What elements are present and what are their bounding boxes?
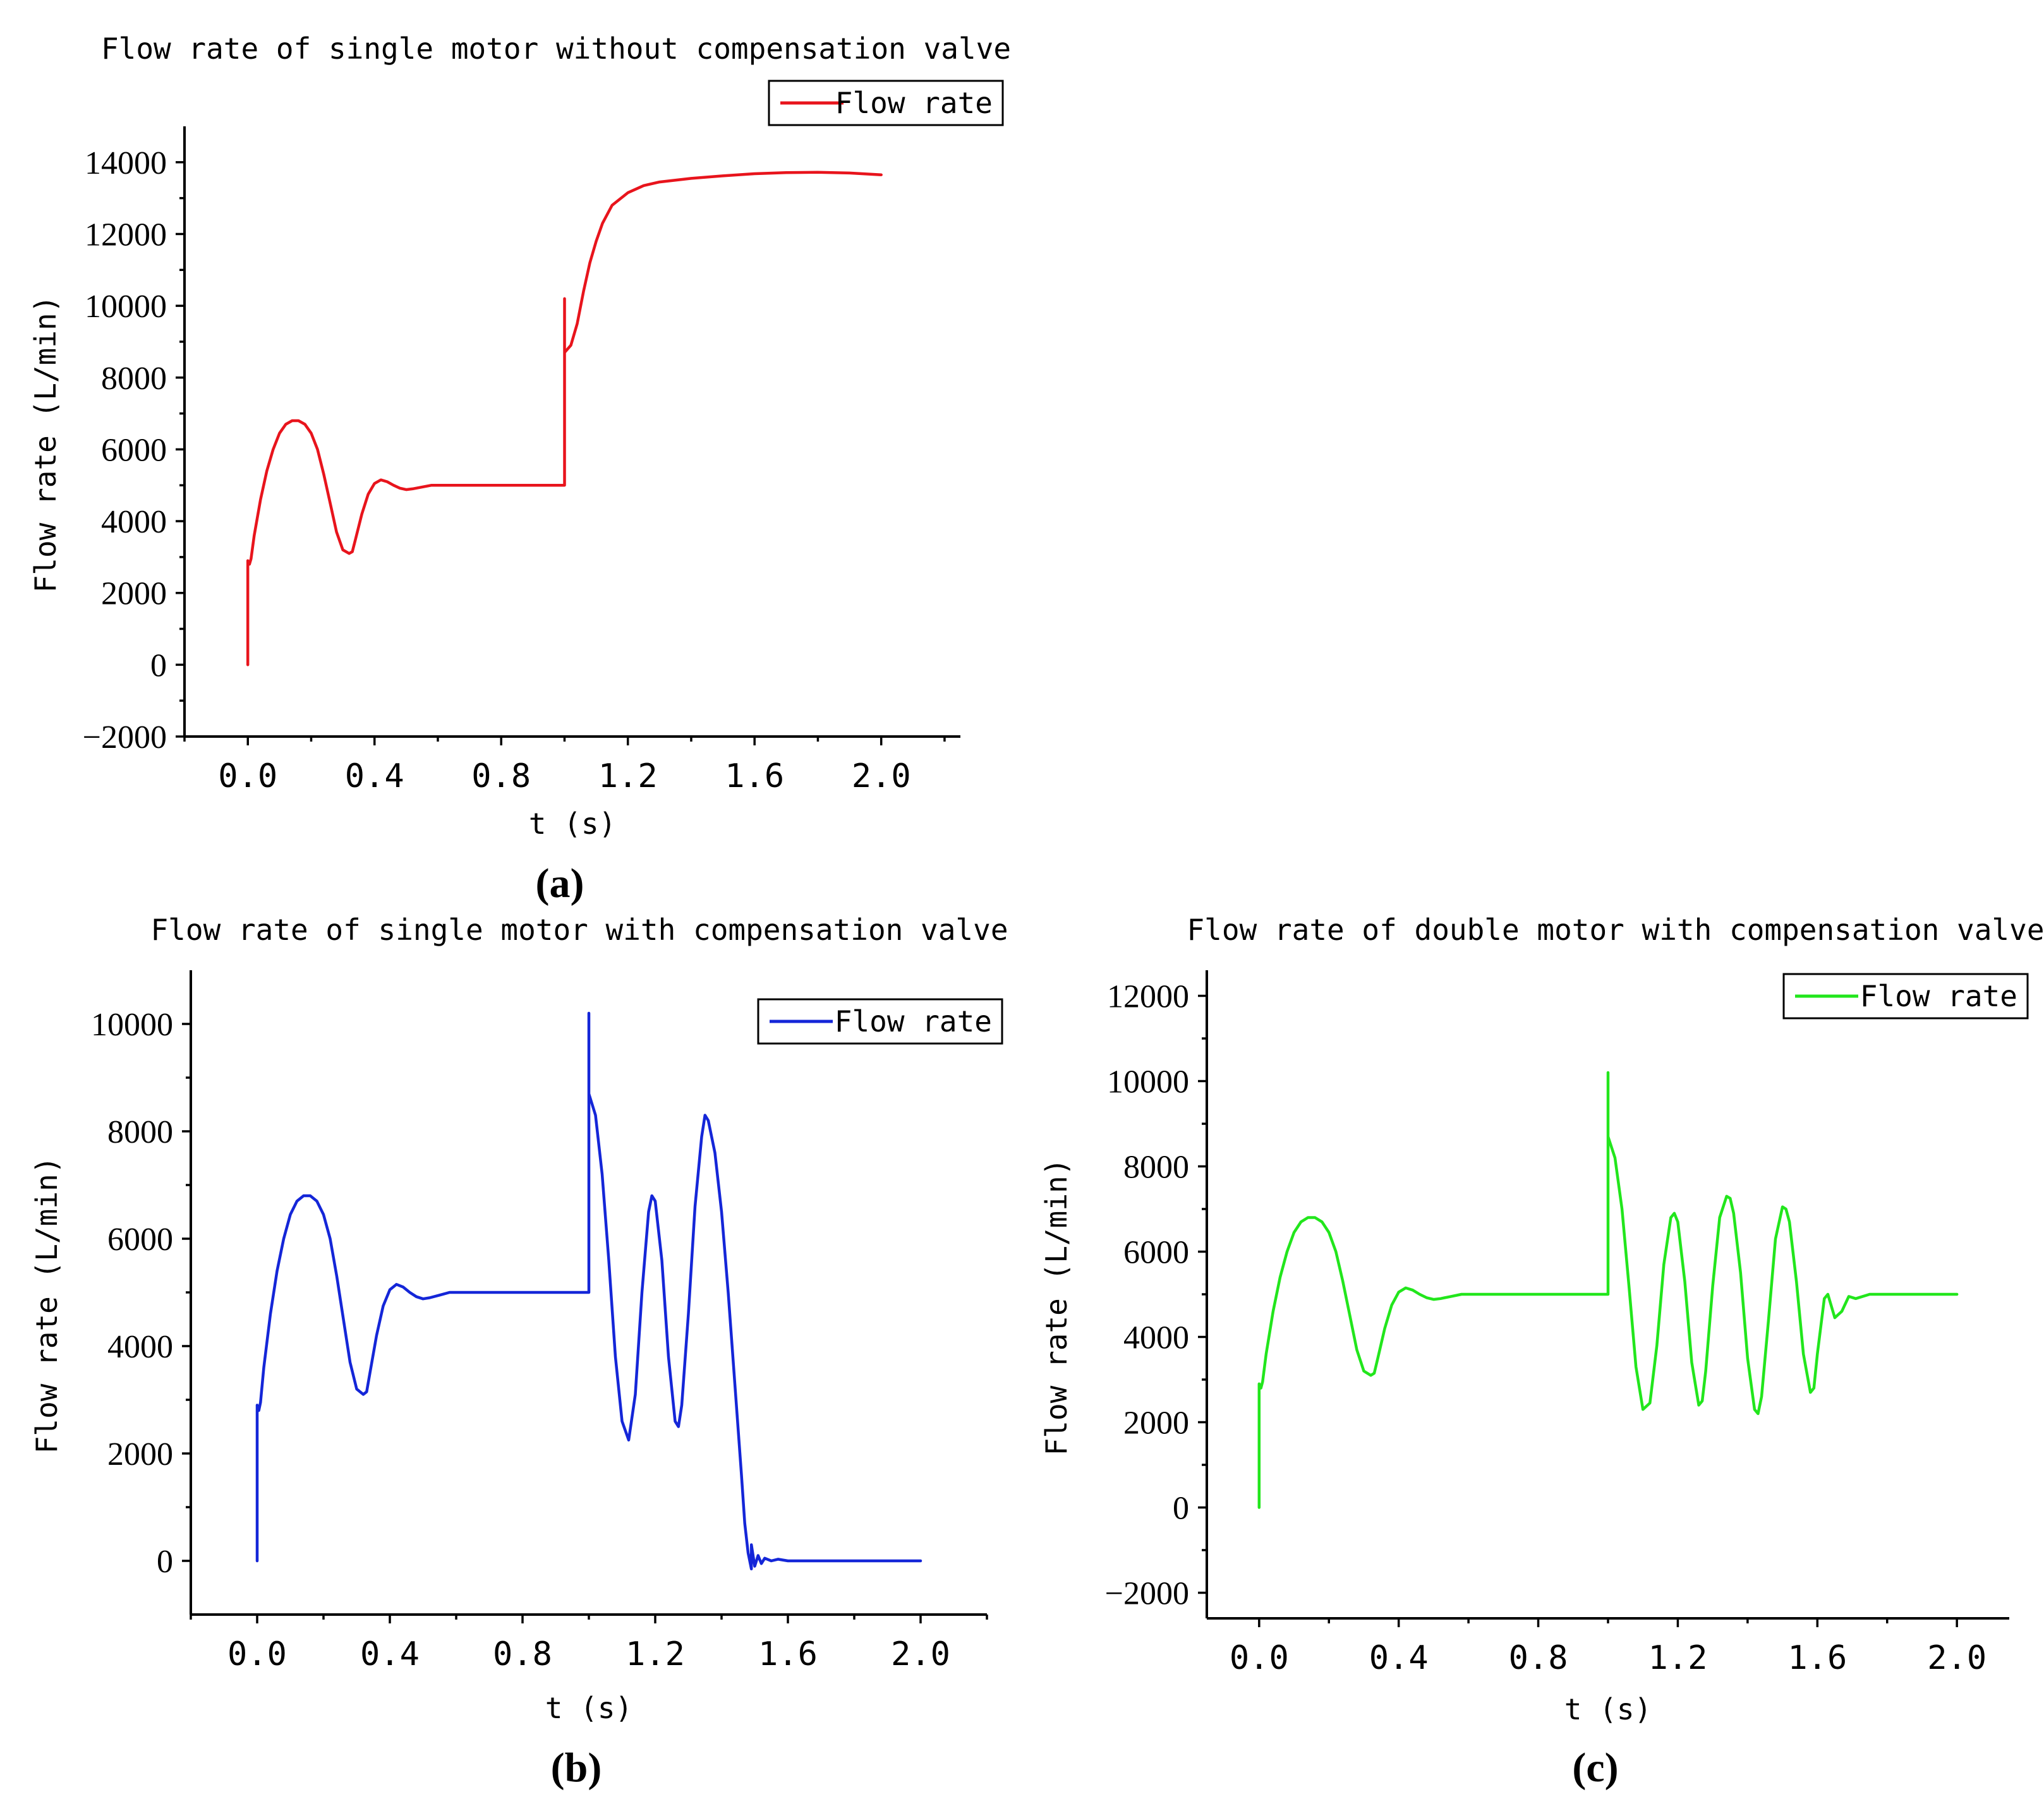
y-tick-label: 4000 (1123, 1320, 1189, 1356)
panel-c: Flow rate of double motor with compensat… (1039, 913, 2044, 1791)
panel-b: Flow rate of single motor with compensat… (30, 913, 1008, 1791)
legend: Flow rate (768, 80, 1004, 126)
y-tick-label: 12000 (1107, 979, 1189, 1015)
y-tick-label: 2000 (101, 576, 167, 612)
x-tick-label: 1.6 (1787, 1639, 1847, 1677)
x-tick-label: 0.4 (1369, 1639, 1429, 1677)
legend: Flow rate (757, 998, 1003, 1045)
y-tick-label: 0 (150, 647, 167, 683)
x-axis-label: t (s) (529, 807, 616, 841)
x-tick-label: 0.0 (218, 757, 277, 795)
y-tick-label: 14000 (85, 145, 167, 181)
y-tick-label: 8000 (107, 1114, 173, 1150)
panel-label: (b) (551, 1745, 602, 1791)
y-axis-label: Flow rate (L/min) (28, 296, 63, 593)
x-axis-label: t (s) (1564, 1692, 1652, 1726)
y-tick-label: 2000 (107, 1436, 173, 1472)
x-tick-label: 0.8 (493, 1635, 552, 1673)
y-tick-label: −2000 (83, 719, 167, 755)
x-tick-label: 2.0 (891, 1635, 950, 1673)
legend-label: Flow rate (835, 1004, 992, 1038)
y-axis-label: Flow rate (L/min) (30, 1157, 64, 1454)
legend-label: Flow rate (1860, 979, 2017, 1013)
legend-label: Flow rate (835, 86, 993, 120)
x-axis-label: t (s) (545, 1691, 632, 1725)
x-tick-label: 2.0 (1927, 1639, 1987, 1677)
y-tick-label: −2000 (1105, 1576, 1189, 1612)
panel-a: Flow rate of single motor without compen… (28, 32, 1011, 906)
y-tick-label: 6000 (101, 432, 167, 468)
chart-title: Flow rate of double motor with compensat… (1187, 913, 2044, 947)
series-line-flow-rate (255, 1011, 922, 1571)
x-tick-label: 0.0 (227, 1635, 287, 1673)
x-tick-label: 0.4 (360, 1635, 420, 1673)
panel-label: (c) (1572, 1745, 1618, 1791)
x-tick-label: 1.2 (626, 1635, 685, 1673)
x-tick-label: 2.0 (852, 757, 911, 795)
x-tick-label: 0.8 (1509, 1639, 1568, 1677)
x-tick-label: 0.0 (1230, 1639, 1289, 1677)
y-tick-label: 6000 (1123, 1235, 1189, 1271)
series-line-flow-rate (246, 171, 883, 666)
y-tick-label: 8000 (101, 361, 167, 397)
legend: Flow rate (1782, 973, 2029, 1020)
y-tick-label: 4000 (101, 504, 167, 540)
y-tick-label: 0 (157, 1544, 173, 1580)
x-tick-label: 1.2 (1648, 1639, 1707, 1677)
x-tick-label: 0.8 (471, 757, 531, 795)
x-tick-label: 0.4 (345, 757, 404, 795)
y-tick-label: 12000 (85, 217, 167, 253)
y-tick-label: 8000 (1123, 1150, 1189, 1186)
x-tick-label: 1.6 (725, 757, 784, 795)
y-tick-label: 10000 (91, 1007, 173, 1043)
panel-label: (a) (536, 860, 584, 906)
x-tick-label: 1.6 (758, 1635, 818, 1673)
y-tick-label: 10000 (85, 289, 167, 325)
y-tick-label: 4000 (107, 1329, 173, 1365)
x-tick-label: 1.2 (598, 757, 658, 795)
chart-title: Flow rate of single motor with compensat… (150, 913, 1008, 947)
y-axis-label: Flow rate (L/min) (1039, 1158, 1073, 1456)
chart-title: Flow rate of single motor without compen… (101, 32, 1011, 66)
y-tick-label: 2000 (1123, 1405, 1189, 1441)
y-tick-label: 10000 (1107, 1064, 1189, 1100)
series-line-flow-rate (1257, 1071, 1959, 1509)
y-tick-label: 6000 (107, 1222, 173, 1258)
y-tick-label: 0 (1173, 1491, 1189, 1527)
